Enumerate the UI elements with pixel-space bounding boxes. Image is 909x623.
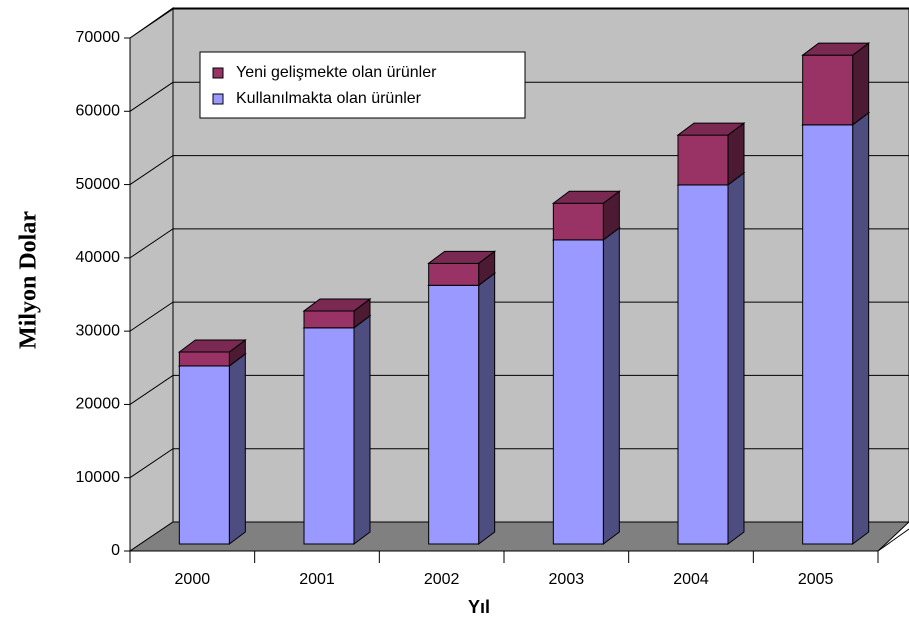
bar <box>552 202 604 241</box>
y-tick-label: 30000 <box>76 322 121 339</box>
bar-side <box>228 352 246 545</box>
bar <box>677 134 729 186</box>
bar-side <box>852 42 870 126</box>
floor <box>128 521 909 552</box>
x-tick-label: 2002 <box>424 571 460 588</box>
y-tick-label: 70000 <box>76 29 121 46</box>
grid-line <box>129 228 909 259</box>
y-tick-label: 0 <box>111 542 120 559</box>
y-tick-label: 10000 <box>76 469 121 486</box>
bar <box>552 239 604 545</box>
grid-line <box>129 448 909 479</box>
legend-label: Yeni gelişmekte olan ürünler <box>236 64 437 81</box>
bar <box>178 351 230 367</box>
bar-top <box>551 190 621 204</box>
y-tick-label: 60000 <box>76 103 121 120</box>
bar <box>802 54 854 126</box>
x-tick-label: 2003 <box>549 571 585 588</box>
legend <box>199 51 526 119</box>
bar-side <box>353 314 371 545</box>
grid-line <box>129 81 909 112</box>
bar <box>677 184 729 545</box>
y-tick-label: 50000 <box>76 176 121 193</box>
y-tick-label: 40000 <box>76 249 121 266</box>
x-tick-label: 2004 <box>673 571 709 588</box>
bar-side <box>478 272 496 545</box>
x-axis-edge <box>877 528 909 552</box>
grid-line <box>129 301 909 332</box>
legend-swatch <box>212 93 224 105</box>
bar <box>428 284 480 545</box>
bar <box>428 262 480 286</box>
bar-top <box>427 250 497 264</box>
side-wall <box>129 7 174 552</box>
x-tick-label: 2005 <box>798 571 834 588</box>
bar-side <box>727 171 745 545</box>
x-tick-label: 2001 <box>299 571 335 588</box>
grid-line <box>129 8 909 39</box>
grid-line <box>129 155 909 185</box>
bar-top <box>676 122 746 136</box>
x-axis-label: Yıl <box>468 597 490 617</box>
bar <box>303 310 355 329</box>
legend-label: Kullanılmakta olan ürünler <box>236 90 422 107</box>
bar-side <box>602 226 620 545</box>
bar <box>303 327 355 545</box>
bar <box>802 124 854 545</box>
bar-top <box>177 339 247 353</box>
bar-top <box>801 42 871 56</box>
bar <box>178 365 230 545</box>
x-tick-label: 2000 <box>175 571 211 588</box>
y-tick-label: 20000 <box>76 396 121 413</box>
bar-side <box>852 111 870 545</box>
y-axis-label: Milyon Dolar <box>16 211 42 349</box>
legend-swatch <box>212 67 224 79</box>
grid-line <box>129 374 909 405</box>
bar-top <box>302 298 372 312</box>
